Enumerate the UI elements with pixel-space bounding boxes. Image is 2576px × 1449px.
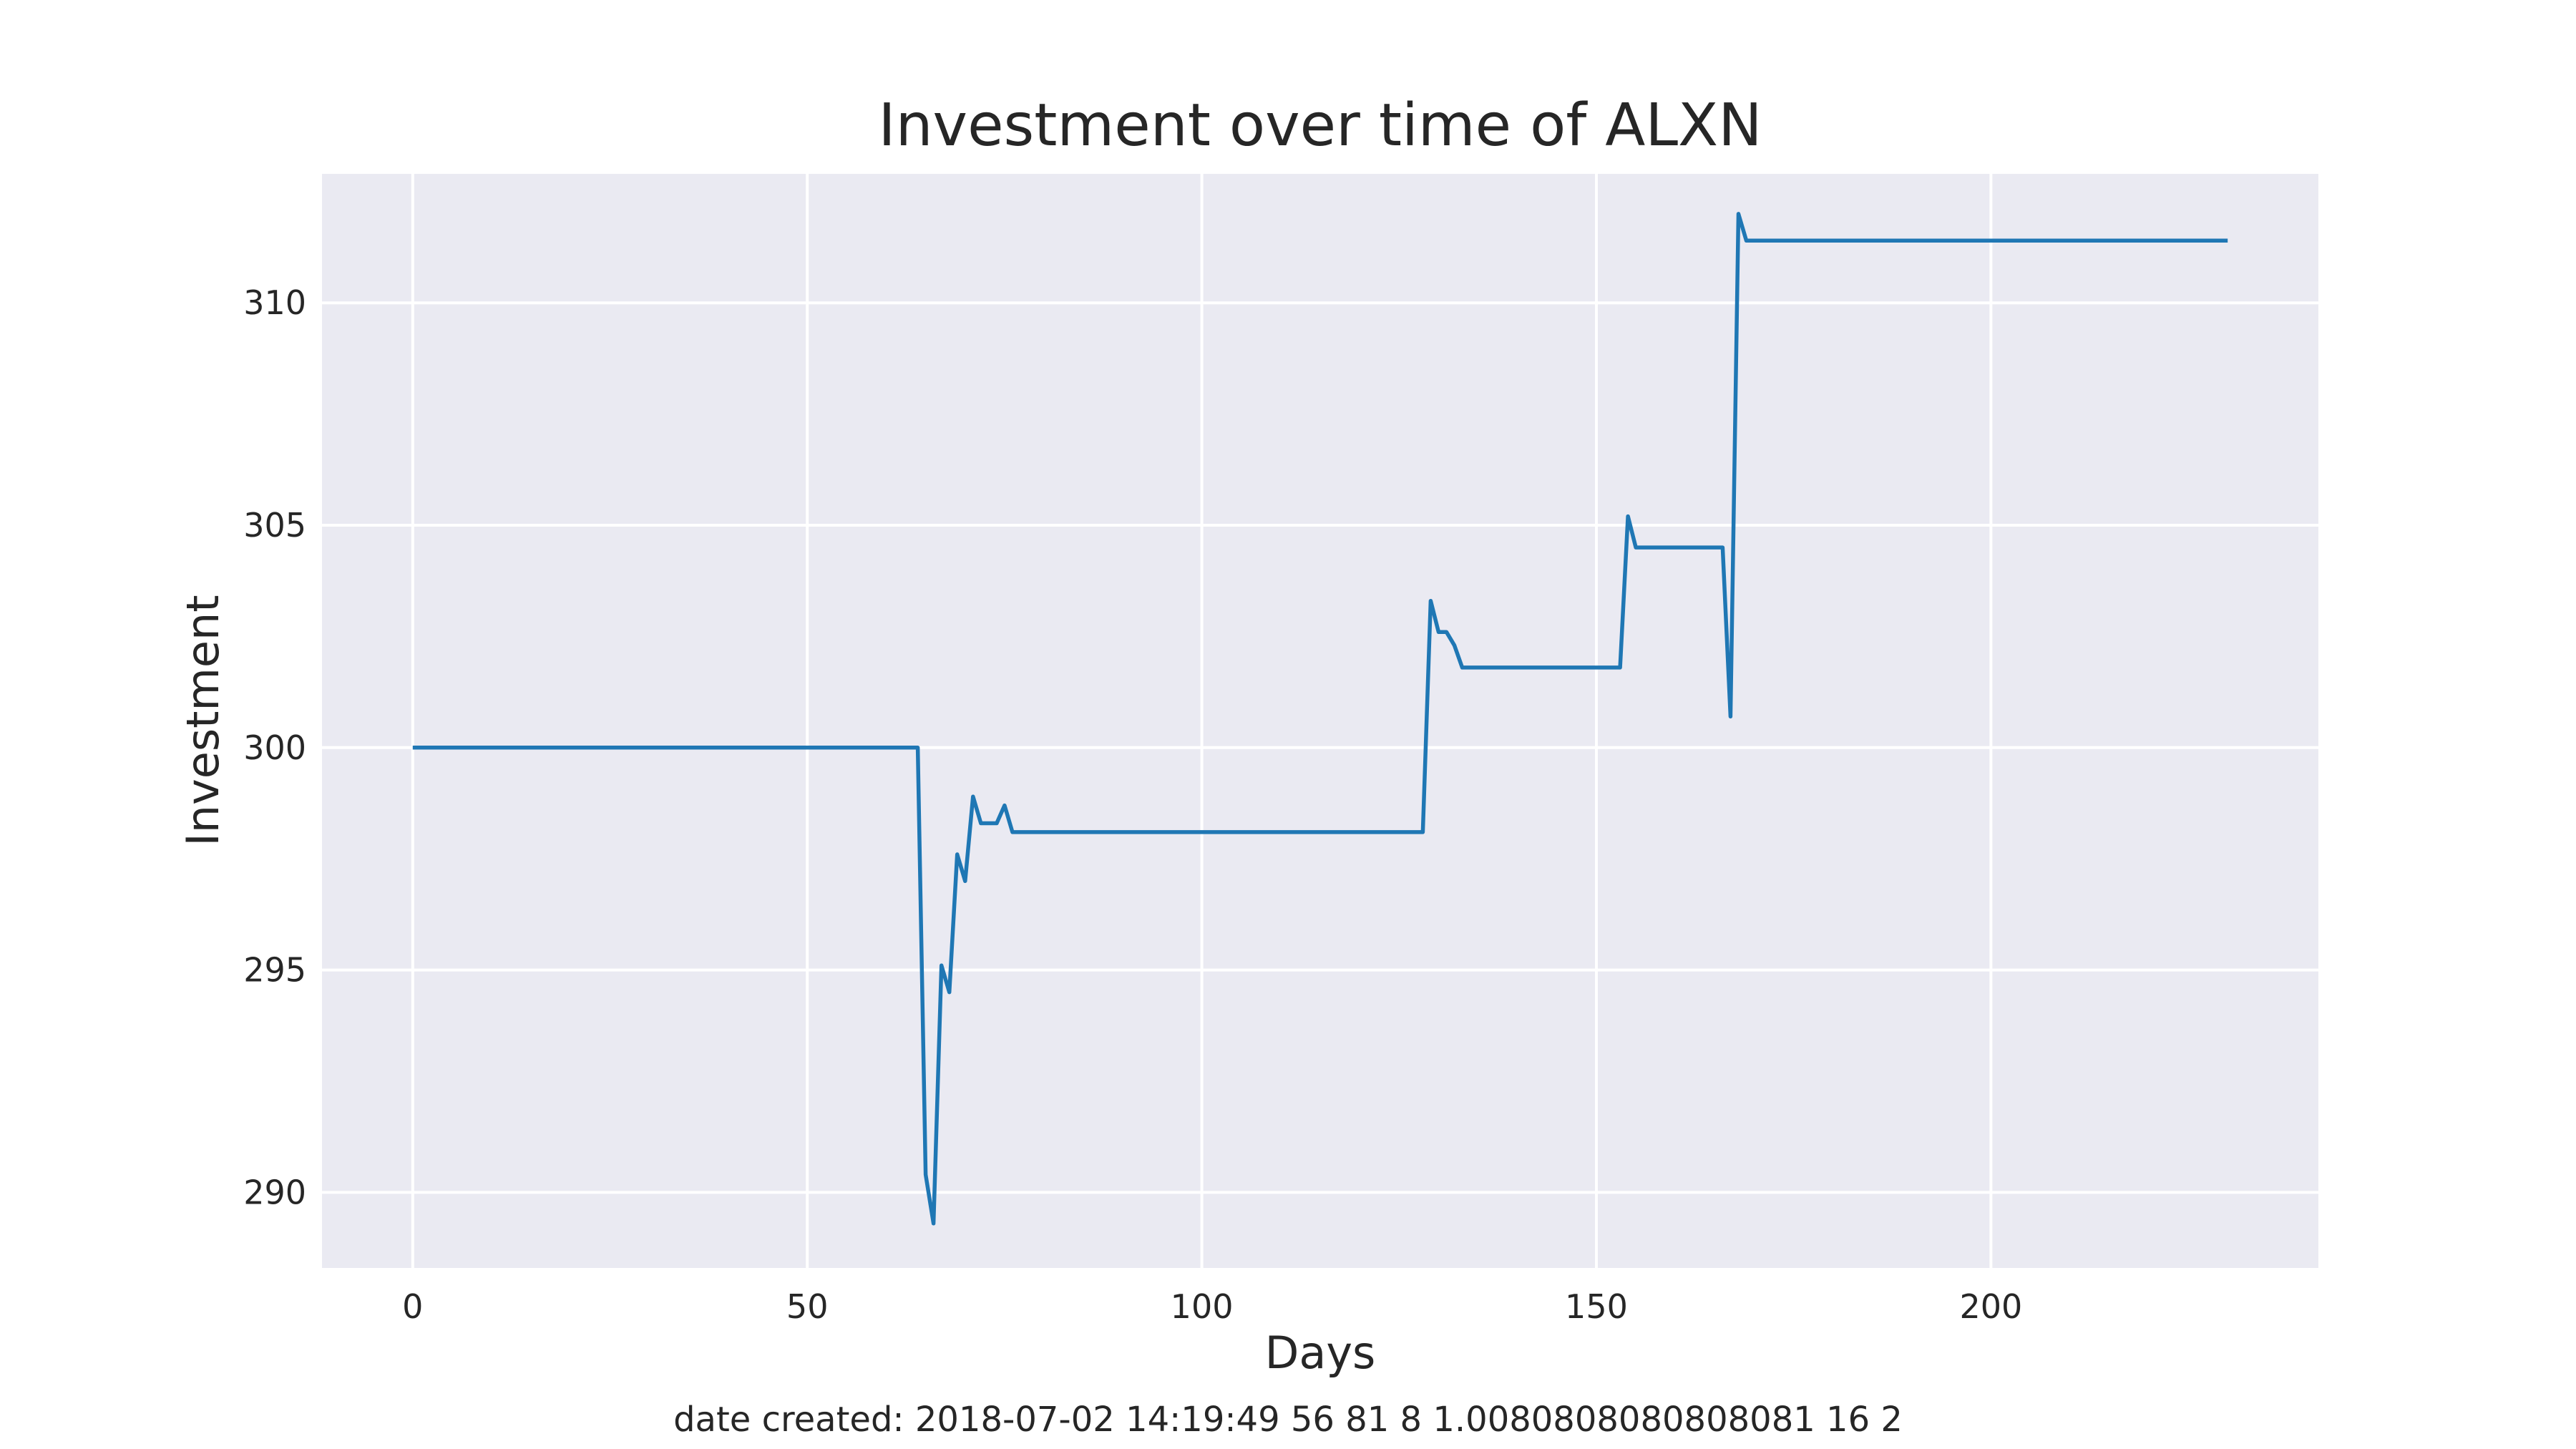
y-tick-label: 300 [243, 728, 306, 767]
x-tick-label: 100 [1171, 1287, 1234, 1326]
plot-area [322, 174, 2318, 1268]
x-tick-label: 200 [1959, 1287, 2022, 1326]
x-tick-label: 0 [402, 1287, 423, 1326]
x-gridlines [411, 174, 1993, 1268]
y-tick-label: 290 [243, 1173, 306, 1211]
y-tick-label: 310 [243, 283, 306, 322]
chart-title: Investment over time of ALXN [878, 92, 1762, 160]
y-tick-label: 305 [243, 506, 306, 545]
y-tick-labels: 290 295 300 305 310 [243, 283, 306, 1211]
footer-date-created: date created: 2018-07-02 14:19:49 56 81 … [673, 1400, 1903, 1440]
x-tick-labels: 0 50 100 150 200 [402, 1287, 2022, 1326]
y-axis-label: Investment [177, 595, 229, 846]
investment-series-line [412, 212, 2228, 1226]
x-tick-label: 50 [786, 1287, 829, 1326]
x-tick-label: 150 [1565, 1287, 1628, 1326]
y-tick-label: 295 [243, 951, 306, 990]
x-axis-label: Days [1265, 1327, 1376, 1379]
